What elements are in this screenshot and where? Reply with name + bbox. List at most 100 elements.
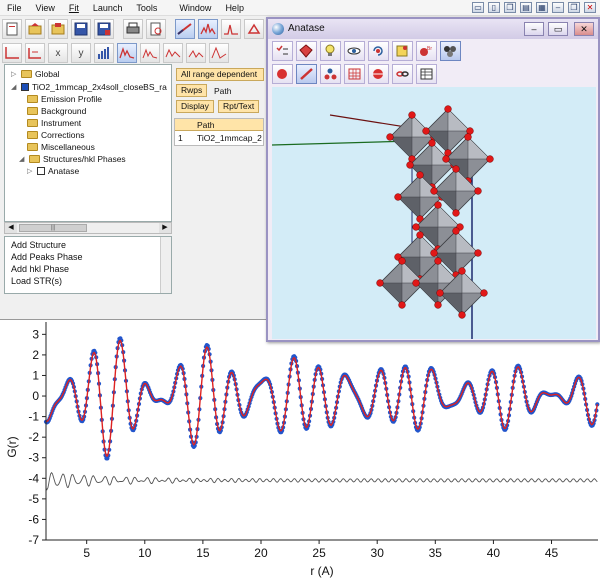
all-range-dependent-button[interactable]: All range dependent bbox=[176, 68, 264, 81]
open-file-button[interactable] bbox=[25, 19, 45, 39]
new-file-button[interactable] bbox=[2, 19, 22, 39]
y-axis-button[interactable]: y bbox=[71, 43, 91, 63]
collapse-icon[interactable]: ◢ bbox=[11, 84, 17, 91]
molecule-icon[interactable] bbox=[320, 64, 341, 84]
oxygen-atom bbox=[458, 311, 466, 319]
collapse-icon[interactable]: ◢ bbox=[19, 156, 25, 163]
plot-difference-button[interactable] bbox=[163, 43, 183, 63]
pdf-fit-plot[interactable]: 3 2 1 0 -1 -2 -3 -4 -5 -6 -7 5 10 15 20 25 30 35 40 45 r (A)… bbox=[0, 320, 600, 578]
scroll-right-icon[interactable]: ▶ bbox=[159, 223, 171, 233]
tree-item-instrument[interactable]: Instrument bbox=[27, 117, 81, 129]
oxygen-atom bbox=[436, 289, 444, 297]
menu-help[interactable]: Help bbox=[225, 2, 244, 13]
scale-x-button[interactable] bbox=[25, 43, 45, 63]
display-button[interactable]: Display bbox=[176, 100, 214, 113]
element-br-icon[interactable]: Br bbox=[416, 41, 437, 61]
expand-icon[interactable]: ▷ bbox=[11, 71, 17, 78]
scroll-left-icon[interactable]: ◀ bbox=[5, 223, 17, 233]
polyhedron-icon[interactable] bbox=[296, 41, 317, 61]
tree-item-data-file[interactable]: ◢ TiO2_1mmcap_2x4soll_closeBS_ra bbox=[11, 81, 167, 93]
restore-icon[interactable]: ❐ bbox=[568, 2, 580, 13]
menu-tools[interactable]: Tools bbox=[136, 2, 158, 13]
print-preview-button[interactable] bbox=[146, 19, 166, 39]
tree-item-miscellaneous[interactable]: Miscellaneous bbox=[27, 141, 95, 153]
tile-vertical-icon[interactable]: ▯ bbox=[488, 2, 500, 13]
window-title-bar[interactable]: Anatase – ▭ ✕ bbox=[268, 19, 598, 39]
tree-item-corrections[interactable]: Corrections bbox=[27, 129, 84, 141]
tree-item-structures[interactable]: ◢ Structures/hkl Phases bbox=[19, 153, 126, 165]
rwps-button[interactable]: Rwps bbox=[176, 84, 208, 97]
oxygen-atom bbox=[422, 127, 430, 135]
peak-fit-button[interactable] bbox=[221, 19, 241, 39]
tree-item-anatase[interactable]: ▷ Anatase bbox=[27, 165, 79, 177]
stop-button[interactable] bbox=[244, 19, 264, 39]
light-bulb-icon[interactable] bbox=[320, 41, 341, 61]
ball-and-stick-icon[interactable] bbox=[440, 41, 461, 61]
oxygen-atom bbox=[486, 155, 494, 163]
draw-bond-icon[interactable] bbox=[296, 64, 317, 84]
add-peaks-phase-command[interactable]: Add Peaks Phase bbox=[11, 252, 83, 262]
menu-view[interactable]: View bbox=[35, 2, 55, 13]
path-cell[interactable]: TiO2_1mmcap_2 bbox=[197, 133, 262, 143]
oxygen-atom bbox=[386, 133, 394, 141]
menu-fit[interactable]: Fit bbox=[68, 2, 79, 13]
structure-viewer-canvas[interactable] bbox=[272, 87, 596, 339]
save-as-button[interactable] bbox=[94, 19, 114, 39]
oxygen-atom bbox=[480, 289, 488, 297]
oxygen-atom bbox=[444, 105, 452, 113]
path-column-header[interactable]: Path bbox=[197, 120, 215, 130]
close-button[interactable]: ✕ bbox=[574, 22, 594, 36]
menu-window[interactable]: Window bbox=[179, 2, 212, 13]
view-eye-icon[interactable] bbox=[344, 41, 365, 61]
rotate-structure-icon[interactable] bbox=[368, 41, 389, 61]
add-structure-command[interactable]: Add Structure bbox=[11, 240, 67, 250]
checklist-icon[interactable] bbox=[272, 41, 293, 61]
run-refinement-button[interactable] bbox=[175, 19, 195, 39]
bond-length-icon[interactable] bbox=[392, 41, 413, 61]
sphere-icon[interactable] bbox=[368, 64, 389, 84]
plot-components-button[interactable] bbox=[186, 43, 206, 63]
cascade-icon[interactable]: ❐ bbox=[504, 2, 516, 13]
y-tick-label: -1 bbox=[28, 410, 39, 424]
bar-chart-button[interactable] bbox=[94, 43, 114, 63]
more-command[interactable]: ... bbox=[11, 288, 19, 294]
add-hkl-phase-command[interactable]: Add hkl Phase bbox=[11, 264, 70, 274]
fit-window-button[interactable] bbox=[198, 19, 218, 39]
tree-item-background[interactable]: Background bbox=[27, 105, 86, 117]
oxygen-atom bbox=[434, 201, 442, 209]
tree-horizontal-scrollbar[interactable]: ◀ ||| ▶ bbox=[4, 222, 172, 234]
oxygen-atom bbox=[376, 279, 384, 287]
load-str-command[interactable]: Load STR(s) bbox=[11, 276, 63, 286]
scroll-thumb[interactable]: ||| bbox=[19, 224, 87, 232]
oxygen-atom bbox=[474, 187, 482, 195]
save-button[interactable] bbox=[71, 19, 91, 39]
maximize-button[interactable]: ▭ bbox=[548, 22, 568, 36]
folder-icon bbox=[29, 155, 40, 163]
menu-file[interactable]: File bbox=[7, 2, 22, 13]
tree-item-global[interactable]: ▷ Global bbox=[11, 68, 60, 80]
rpt-text-button[interactable]: Rpt/Text bbox=[218, 100, 260, 113]
tile-horizontal-icon[interactable]: ▭ bbox=[472, 2, 484, 13]
command-list-scrollbar[interactable] bbox=[160, 237, 171, 293]
atom-icon[interactable] bbox=[272, 64, 293, 84]
arrange-icon[interactable]: ▤ bbox=[520, 2, 532, 13]
scale-xy-button[interactable] bbox=[2, 43, 22, 63]
plot-calc-button[interactable] bbox=[140, 43, 160, 63]
menu-launch[interactable]: Launch bbox=[92, 2, 123, 13]
table-view-icon[interactable] bbox=[416, 64, 437, 84]
minimize-icon[interactable]: – bbox=[552, 2, 564, 13]
plot-observed-button[interactable] bbox=[117, 43, 137, 63]
tree-item-label: Anatase bbox=[48, 166, 80, 176]
expand-icon[interactable]: ▷ bbox=[27, 168, 33, 175]
x-axis-button[interactable]: x bbox=[48, 43, 68, 63]
layout-icon[interactable]: ▦ bbox=[536, 2, 548, 13]
tree-item-emission-profile[interactable]: Emission Profile bbox=[27, 93, 102, 105]
close-icon[interactable]: ✕ bbox=[584, 2, 596, 13]
anatase-structure-window: Anatase – ▭ ✕ Br bbox=[266, 17, 600, 342]
open-recent-button[interactable] bbox=[48, 19, 68, 39]
minimize-button[interactable]: – bbox=[524, 22, 544, 36]
print-button[interactable] bbox=[123, 19, 143, 39]
unit-cell-grid-icon[interactable] bbox=[344, 64, 365, 84]
plot-residual-button[interactable] bbox=[209, 43, 229, 63]
link-icon[interactable] bbox=[392, 64, 413, 84]
